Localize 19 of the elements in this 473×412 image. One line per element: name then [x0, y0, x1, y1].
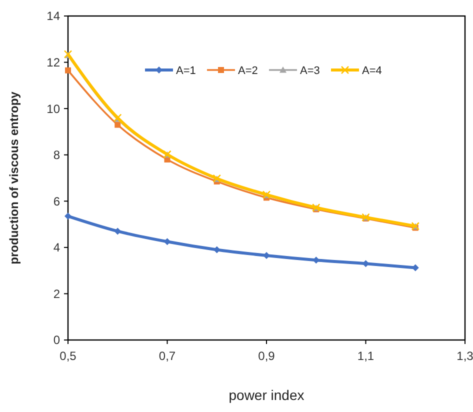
x-tick-label: 1,1	[357, 349, 374, 363]
y-tick-label: 10	[46, 102, 60, 116]
x-tick-label: 0,5	[60, 349, 77, 363]
legend-label: A=4	[362, 64, 382, 77]
x-tick-label: 1,3	[456, 349, 473, 363]
legend-label: A=1	[176, 64, 196, 77]
legend-label: A=3	[300, 64, 320, 77]
y-tick-label: 4	[53, 240, 60, 255]
y-tick-label: 2	[53, 286, 60, 301]
x-tick-label: 0,9	[258, 349, 276, 363]
y-tick-label: 6	[53, 194, 60, 208]
y-tick-label: 12	[46, 55, 60, 70]
y-axis-title: production of viscous entropy	[7, 91, 21, 264]
y-tick-label: 0	[53, 333, 60, 348]
x-axis-title: power index	[228, 387, 304, 403]
y-tick-label: 8	[53, 148, 60, 162]
legend-label: A=2	[238, 64, 258, 77]
x-tick-label: 0,7	[158, 349, 176, 363]
y-tick-label: 14	[46, 9, 60, 24]
